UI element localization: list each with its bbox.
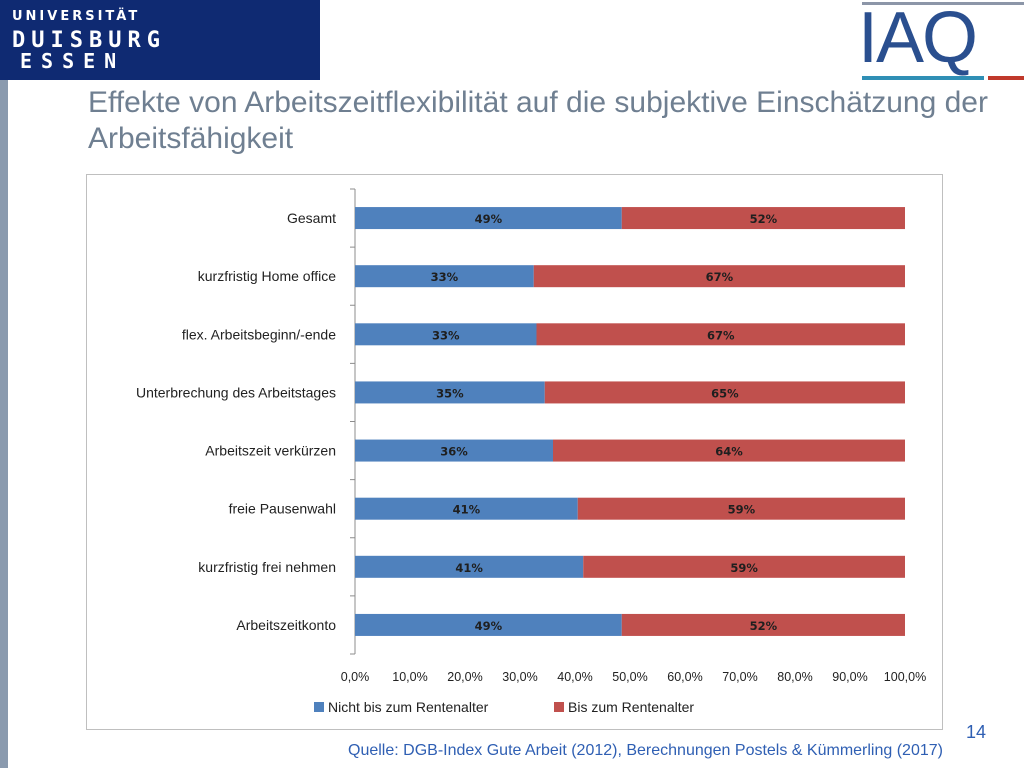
bar-segment-nicht-bis-rentenalter	[355, 207, 622, 230]
bar-segment-nicht-bis-rentenalter	[355, 497, 578, 520]
bar-segment-bis-rentenalter	[577, 497, 905, 520]
x-tick-label: 60,0%	[667, 670, 702, 684]
data-label: 59%	[730, 561, 758, 575]
x-tick-label: 20,0%	[447, 670, 482, 684]
data-label: 33%	[432, 328, 460, 342]
slide-title: Effekte von Arbeitszeitflexibilität auf …	[88, 86, 988, 155]
stacked-bar-chart: Gesamt 49% 52% kurzfristig Home office 33% 67…	[136, 188, 926, 715]
x-tick-label: 70,0%	[722, 670, 757, 684]
iaq-logo: IAQ	[858, 0, 978, 78]
data-label: 36%	[440, 445, 468, 459]
bar-segment-nicht-bis-rentenalter	[355, 439, 553, 462]
bar-segment-bis-rentenalter	[536, 323, 905, 346]
category-label: kurzfristig frei nehmen	[198, 559, 336, 575]
x-tick-label: 10,0%	[392, 670, 427, 684]
data-label: 65%	[711, 386, 739, 400]
data-label: 64%	[715, 445, 743, 459]
category-label: freie Pausenwahl	[229, 501, 336, 517]
logo-line-duisburg: DUISBURG	[12, 28, 166, 53]
data-label: 67%	[707, 328, 735, 342]
bar-segment-nicht-bis-rentenalter	[355, 381, 545, 404]
bar-segment-bis-rentenalter	[583, 555, 905, 578]
data-label: 52%	[750, 619, 778, 633]
bar-segment-nicht-bis-rentenalter	[355, 555, 584, 578]
data-label: 35%	[436, 386, 464, 400]
data-label: 49%	[475, 619, 503, 633]
x-tick-label: 0,0%	[341, 670, 370, 684]
bar-segment-bis-rentenalter	[621, 207, 905, 230]
x-tick-label: 40,0%	[557, 670, 592, 684]
iaq-logo-underline-blue	[862, 76, 984, 80]
data-label: 49%	[475, 212, 503, 226]
legend-swatch-bis-rentenalter	[554, 702, 564, 712]
logo-line-essen: ESSEN	[20, 49, 126, 73]
bar-segment-nicht-bis-rentenalter	[355, 613, 622, 636]
bar-segment-bis-rentenalter	[544, 381, 905, 404]
category-label: Unterbrechung des Arbeitstages	[136, 384, 336, 400]
data-label: 41%	[455, 561, 483, 575]
data-label: 41%	[453, 503, 481, 517]
category-label: Arbeitszeit verkürzen	[205, 443, 336, 459]
x-tick-label: 100,0%	[884, 670, 926, 684]
logo-line-universitaet: UNIVERSITÄT	[12, 9, 141, 24]
data-label: 33%	[431, 270, 459, 284]
bar-segment-bis-rentenalter	[621, 613, 905, 636]
category-label: Gesamt	[287, 210, 336, 226]
category-label: Arbeitszeitkonto	[236, 617, 336, 633]
page-number: 14	[966, 722, 987, 742]
university-duisburg-essen-logo: UNIVERSITÄT DUISBURG ESSEN	[0, 0, 320, 80]
x-tick-label: 90,0%	[832, 670, 867, 684]
bar-segment-nicht-bis-rentenalter	[355, 265, 534, 288]
data-label: 67%	[706, 270, 734, 284]
iaq-logo-top-rule	[862, 2, 1024, 5]
bar-segment-nicht-bis-rentenalter	[355, 323, 537, 346]
legend-swatch-nicht-bis-rentenalter	[314, 702, 324, 712]
legend-label: Nicht bis zum Rentenalter	[328, 699, 489, 715]
x-tick-label: 50,0%	[612, 670, 647, 684]
legend-label: Bis zum Rentenalter	[568, 699, 694, 715]
x-tick-label: 80,0%	[777, 670, 812, 684]
source-note: Quelle: DGB-Index Gute Arbeit (2012), Be…	[348, 742, 943, 759]
bar-segment-bis-rentenalter	[533, 265, 905, 288]
left-accent-stripe	[0, 80, 8, 768]
data-label: 59%	[728, 503, 756, 517]
category-label: flex. Arbeitsbeginn/-ende	[182, 326, 336, 342]
bar-segment-bis-rentenalter	[553, 439, 905, 462]
x-tick-label: 30,0%	[502, 670, 537, 684]
category-label: kurzfristig Home office	[198, 268, 336, 284]
iaq-logo-underline-red	[988, 76, 1024, 80]
data-label: 52%	[750, 212, 778, 226]
